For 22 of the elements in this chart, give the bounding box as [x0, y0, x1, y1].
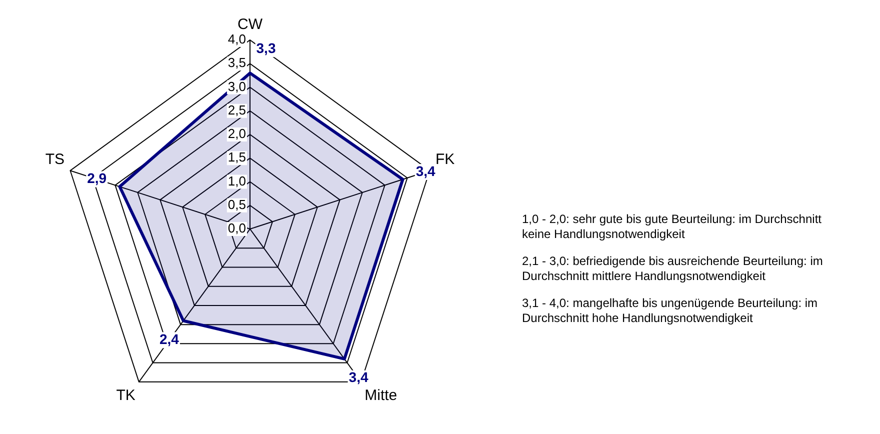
data-label: 3,4: [416, 162, 436, 179]
text: 3,1 - 4,0: mangelhafte bis ungenügende Beurteilung: im Durchschnitt hohe Handlungsnotwendigkeit: [522, 296, 819, 326]
y-tick-label: 0,0: [228, 220, 246, 236]
y-tick-label: 2,5: [228, 102, 246, 118]
y-tick-label: 2,0: [228, 126, 246, 142]
spoke-label: Mitte: [364, 386, 398, 404]
spoke-label: FK: [435, 150, 455, 168]
spoke-label: CW: [238, 16, 264, 34]
data-label: 2,4: [160, 331, 180, 348]
spoke-label: TK: [116, 386, 136, 404]
text: 1,0 - 2,0: sehr gute bis gute Beurteilung: im Durchschnitt keine Handlungsnotwendigkeit: [522, 212, 822, 242]
y-tick-label: 1,5: [228, 150, 246, 165]
y-tick-label: 0,5: [228, 196, 246, 212]
y-tick-label: 1,0: [228, 173, 246, 188]
data-label: 3,4: [348, 369, 368, 386]
text: 2,1 - 3,0: befriedigende bis ausreichende Beurteilung: im Durchschnitt mittlere Handlungsnotwendigkeit: [522, 254, 824, 284]
y-tick-label: 3,0: [228, 78, 246, 94]
y-tick-label: 3,5: [228, 55, 246, 70]
data-label: 3,3: [256, 40, 276, 56]
spoke-label: TS: [45, 150, 65, 168]
data-label: 2,9: [87, 170, 107, 186]
y-tick-label: 4,0: [228, 32, 246, 47]
